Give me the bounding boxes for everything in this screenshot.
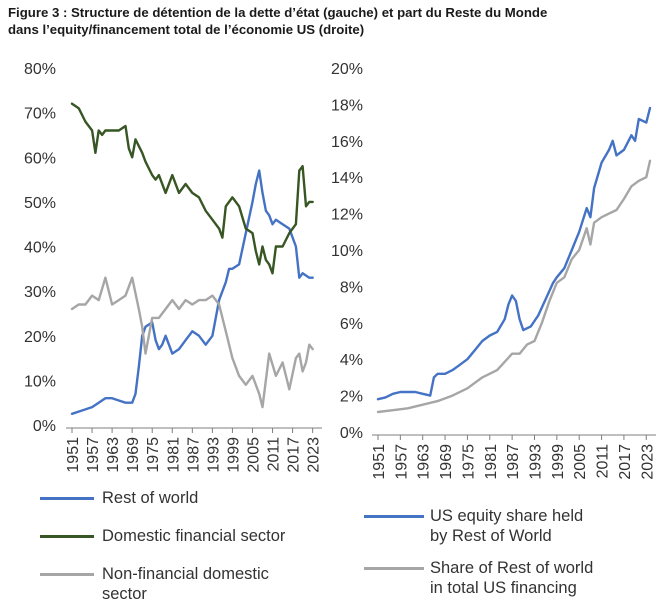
x-tick-label-left-9: 2005 xyxy=(245,437,262,473)
y-tick-label-left-2: 20% xyxy=(24,329,56,346)
x-tick-label-right-6: 1987 xyxy=(505,444,522,480)
x-tick-label-right-8: 1999 xyxy=(550,444,567,480)
x-tick-label-right-5: 1981 xyxy=(483,444,500,480)
y-tick-label-left-0: 0% xyxy=(33,418,56,435)
x-tick-label-right-7: 1993 xyxy=(527,444,544,480)
y-tick-label-right-0: 0% xyxy=(340,425,363,442)
x-tick-label-right-1: 1957 xyxy=(393,444,410,480)
figure-title: Figure 3 : Structure de détention de la … xyxy=(8,4,663,38)
figure-title-line-2: dans l’equity/financement total de l’éco… xyxy=(8,22,365,37)
x-tick-label-right-11: 2017 xyxy=(617,444,634,480)
legend-swatch-right-0 xyxy=(364,515,424,518)
y-tick-label-right-9: 18% xyxy=(331,97,363,114)
x-tick-label-right-10: 2011 xyxy=(595,444,612,479)
series-line-left-1 xyxy=(70,102,314,275)
legend-swatch-left-2 xyxy=(40,573,94,576)
y-tick-label-right-3: 6% xyxy=(340,316,363,333)
x-tick-label-left-0: 1951 xyxy=(65,437,82,473)
legend-label-line-left-2-0: Non-financial domestic xyxy=(102,565,269,583)
y-tick-label-left-4: 40% xyxy=(24,240,56,257)
legend-label-line-left-1-0: Domestic financial sector xyxy=(102,527,286,545)
x-tick-label-right-3: 1969 xyxy=(438,444,455,480)
y-tick-label-right-7: 14% xyxy=(331,170,363,187)
x-tick-label-left-8: 1999 xyxy=(225,437,242,473)
y-tick-label-left-7: 70% xyxy=(24,106,56,123)
legend-label-line-right-0-0: US equity share held xyxy=(430,507,584,525)
x-tick-label-right-12: 2023 xyxy=(639,444,656,480)
x-tick-label-left-5: 1981 xyxy=(165,437,182,473)
y-tick-label-left-8: 80% xyxy=(24,61,56,78)
y-tick-label-right-6: 12% xyxy=(331,207,363,224)
legend-label-right-0: US equity share held by Rest of World xyxy=(430,506,583,546)
legend-label-left-0: Rest of world xyxy=(102,488,198,508)
legend-label-line-left-2-1: sector xyxy=(102,585,147,603)
legend-label-right-1: Share of Rest of world in total US financ… xyxy=(430,558,593,598)
x-tick-label-right-4: 1975 xyxy=(460,444,477,480)
x-tick-label-left-1: 1957 xyxy=(85,437,102,473)
x-tick-label-left-11: 2017 xyxy=(286,437,303,473)
y-tick-label-right-5: 10% xyxy=(331,243,363,260)
legend-swatch-left-0 xyxy=(40,497,94,500)
series-line-left-0 xyxy=(70,169,314,415)
legend-label-line-right-0-1: by Rest of World xyxy=(430,527,552,545)
series-line-right-1 xyxy=(376,159,652,414)
y-tick-label-right-4: 8% xyxy=(340,279,363,296)
series-line-right-0 xyxy=(376,106,652,401)
legend-label-line-right-1-0: Share of Rest of world xyxy=(430,559,594,577)
y-tick-label-left-1: 10% xyxy=(24,373,56,390)
x-tick-label-right-0: 1951 xyxy=(371,444,388,480)
legend-swatch-left-1 xyxy=(40,535,94,538)
legend-label-left-1: Domestic financial sector xyxy=(102,526,285,546)
x-tick-label-left-4: 1975 xyxy=(145,437,162,473)
x-tick-label-left-3: 1969 xyxy=(125,437,142,473)
y-tick-label-left-6: 60% xyxy=(24,150,56,167)
y-tick-label-left-3: 30% xyxy=(24,284,56,301)
y-tick-label-right-2: 4% xyxy=(340,352,363,369)
figure-title-line-1: Figure 3 : Structure de détention de la … xyxy=(8,5,548,20)
legend-swatch-right-1 xyxy=(364,567,424,570)
legend-label-line-left-0-0: Rest of world xyxy=(102,489,199,507)
y-tick-label-right-8: 16% xyxy=(331,134,363,151)
series-line-left-2 xyxy=(70,276,314,409)
x-tick-label-right-9: 2005 xyxy=(572,444,589,480)
x-tick-label-left-10: 2011 xyxy=(266,437,283,472)
y-tick-label-right-10: 20% xyxy=(331,61,363,78)
y-tick-label-right-1: 2% xyxy=(340,389,363,406)
legend-label-line-right-1-1: in total US financing xyxy=(430,579,577,597)
x-tick-label-left-7: 1993 xyxy=(205,437,222,473)
x-tick-label-left-6: 1987 xyxy=(185,437,202,473)
x-tick-label-left-12: 2023 xyxy=(306,437,323,473)
legend-label-left-2: Non-financial domestic sector xyxy=(102,564,269,604)
y-tick-label-left-5: 50% xyxy=(24,195,56,212)
x-tick-label-right-2: 1963 xyxy=(416,444,433,480)
x-tick-label-left-2: 1963 xyxy=(105,437,122,473)
